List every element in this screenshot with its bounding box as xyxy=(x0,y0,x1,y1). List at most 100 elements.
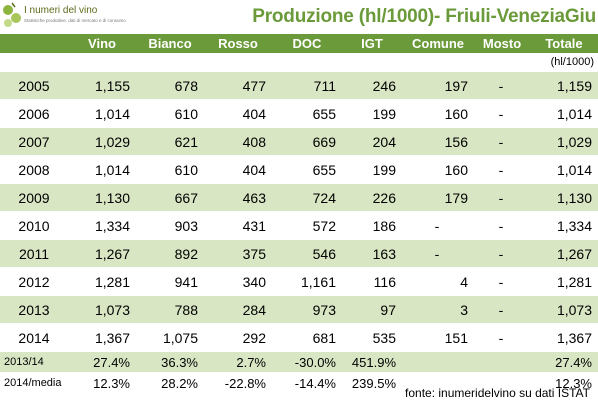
table-cell: 284 xyxy=(204,295,272,324)
row-label: 2013 xyxy=(0,295,68,324)
table-cell: 451.9% xyxy=(342,351,402,373)
table-cell: - xyxy=(474,267,530,296)
table-cell: 186 xyxy=(342,211,402,240)
table-cell: 610 xyxy=(136,99,204,128)
table-cell: 1,161 xyxy=(272,267,342,296)
logo[interactable]: I numeri del vino Statistiche produttive… xyxy=(2,1,152,31)
table-cell: 156 xyxy=(402,127,474,156)
table-row: 2014/media 12.3% 28.2% -22.8% -14.4% 239.5% 12… xyxy=(0,372,598,394)
table-cell: 404 xyxy=(204,99,272,128)
row-label: 2011 xyxy=(0,239,68,268)
table-row: 2008 1,014 610 404 655 199 160-1,014 xyxy=(0,155,598,184)
row-label: 2008 xyxy=(0,155,68,184)
table-cell: 1,130 xyxy=(530,183,598,212)
table-cell: 116 xyxy=(342,267,402,296)
table-cell: - xyxy=(474,155,530,184)
table-cell: 941 xyxy=(136,267,204,296)
row-label: 2006 xyxy=(0,99,68,128)
table-cell: 655 xyxy=(272,99,342,128)
table-cell: 788 xyxy=(136,295,204,324)
table-header-row: Vino Bianco Rosso DOC IGT Comune Mosto Totale xyxy=(0,34,598,53)
table-cell: 3 xyxy=(402,295,474,324)
table-cell: 197 xyxy=(402,71,474,100)
row-label: 2013/14 xyxy=(0,351,68,373)
table-row: 2014 1,367 1,075 292 681 535 151-1,367 xyxy=(0,323,598,352)
table-cell: 973 xyxy=(272,295,342,324)
column-header: Vino xyxy=(68,34,136,53)
table-cell: 477 xyxy=(204,71,272,100)
table-cell: 151 xyxy=(402,323,474,352)
table-row: 2007 1,029 621 408 669 204 156-1,029 xyxy=(0,127,598,156)
table-cell: 12.3% xyxy=(530,372,598,394)
table-row: 2009 1,130 667 463 724 226 179-1,130 xyxy=(0,183,598,212)
table-cell: 463 xyxy=(204,183,272,212)
table-cell: 4 xyxy=(402,267,474,296)
row-label: 2014 xyxy=(0,323,68,352)
grape-leaf-icon xyxy=(3,2,21,27)
table-cell: 1,334 xyxy=(530,211,598,240)
column-header xyxy=(0,34,68,53)
table-cell: 1,130 xyxy=(68,183,136,212)
table-cell xyxy=(402,351,474,373)
table-cell: 655 xyxy=(272,155,342,184)
table-cell: 1,014 xyxy=(68,99,136,128)
table-cell: 408 xyxy=(204,127,272,156)
row-label: 2014/media xyxy=(0,372,68,394)
table-cell: 546 xyxy=(272,239,342,268)
row-label: 2010 xyxy=(0,211,68,240)
table-cell: 36.3% xyxy=(136,351,204,373)
table-cell: 724 xyxy=(272,183,342,212)
table-cell: 226 xyxy=(342,183,402,212)
table-cell: 375 xyxy=(204,239,272,268)
column-header: DOC xyxy=(272,34,342,53)
table-cell: 160 xyxy=(402,99,474,128)
table-cell: 292 xyxy=(204,323,272,352)
table-cell: 160 xyxy=(402,155,474,184)
table-cell: - xyxy=(474,71,530,100)
table-row: 2013 1,073 788 284 973 97 3-1,073 xyxy=(0,295,598,324)
logo-tagline: Statistiche produttive, dati di mercato … xyxy=(24,18,126,23)
logo-name: I numeri del vino xyxy=(24,5,98,16)
table-cell: 246 xyxy=(342,71,402,100)
row-label: 2005 xyxy=(0,71,68,100)
table-cell: 1,029 xyxy=(530,127,598,156)
table-cell: 681 xyxy=(272,323,342,352)
table-cell: 678 xyxy=(136,71,204,100)
table-cell: 239.5% xyxy=(342,372,402,394)
row-label: 2012 xyxy=(0,267,68,296)
row-label: 2007 xyxy=(0,127,68,156)
table-cell: 1,367 xyxy=(68,323,136,352)
table-cell: -30.0% xyxy=(272,351,342,373)
table-cell: 667 xyxy=(136,183,204,212)
table-cell: 431 xyxy=(204,211,272,240)
table-cell: 28.2% xyxy=(136,372,204,394)
table-cell: - xyxy=(474,323,530,352)
table-cell: - xyxy=(474,211,530,240)
table-cell: 1,267 xyxy=(68,239,136,268)
table-cell: 1,014 xyxy=(68,155,136,184)
table-cell: 903 xyxy=(136,211,204,240)
table-row: 2013/14 27.4% 36.3% 2.7% -30.0% 451.9% 27.4% xyxy=(0,351,598,373)
table-row: 2012 1,281 941 340 1,161 116 4-1,281 xyxy=(0,267,598,296)
table-cell: 535 xyxy=(342,323,402,352)
table-cell: 1,281 xyxy=(530,267,598,296)
column-header: IGT xyxy=(342,34,402,53)
header: I numeri del vino Statistiche produttive… xyxy=(0,0,598,34)
table-cell: 669 xyxy=(272,127,342,156)
table-cell: 1,155 xyxy=(68,71,136,100)
table-cell: 711 xyxy=(272,71,342,100)
table-cell: 340 xyxy=(204,267,272,296)
table-cell: - xyxy=(474,183,530,212)
table-cell: 2.7% xyxy=(204,351,272,373)
column-header: Comune xyxy=(402,34,474,53)
table-cell xyxy=(474,351,530,373)
table-cell: 27.4% xyxy=(530,351,598,373)
table-cell xyxy=(474,372,530,394)
table-cell: 1,159 xyxy=(530,71,598,100)
table-cell: 1,014 xyxy=(530,155,598,184)
table-cell: - xyxy=(402,211,474,240)
table-cell: 1,267 xyxy=(530,239,598,268)
table-cell: 1,334 xyxy=(68,211,136,240)
table-cell: 163 xyxy=(342,239,402,268)
unit-row: (hl/1000) xyxy=(0,53,598,72)
